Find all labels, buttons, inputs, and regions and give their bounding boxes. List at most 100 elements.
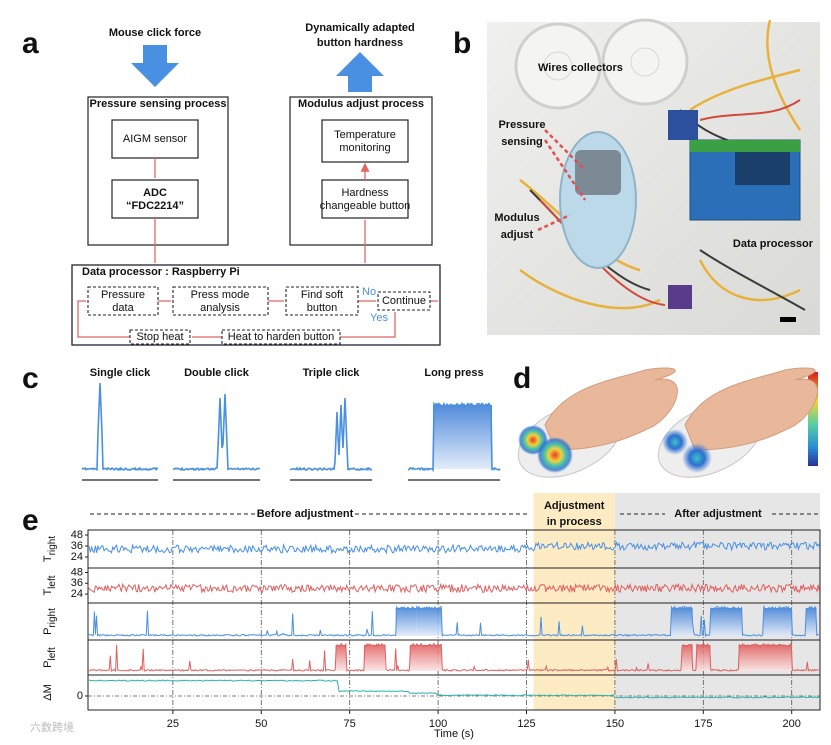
modulus-box: [289, 96, 433, 246]
panel-e: e Before adjustment After adjustment Adjus…: [22, 493, 821, 740]
step-text: Heat to harden button: [228, 331, 334, 343]
step-text: data: [112, 302, 134, 314]
hand: [684, 367, 818, 451]
hand-on-mouse: [517, 367, 678, 478]
signal: [87, 679, 821, 699]
sensing-box: [87, 96, 229, 246]
sensor-board: [668, 285, 692, 309]
y-tick-label: 0: [77, 690, 83, 702]
plateau-fill: [696, 645, 711, 671]
panel-letter: c: [22, 362, 39, 395]
signal: [81, 382, 159, 472]
plateau-fill: [682, 645, 693, 671]
sensor-box: [111, 119, 199, 159]
signal: [87, 604, 819, 638]
board-header: [690, 140, 800, 152]
mode-title: Double click: [184, 367, 250, 379]
heat-spot: [662, 429, 688, 455]
board-chip: [735, 150, 790, 185]
phase-label: Adjustment: [544, 500, 605, 512]
row-label: Pright: [42, 608, 58, 635]
wire-collector: [543, 51, 573, 81]
box-text: “FDC2214”: [126, 200, 184, 212]
x-tick-label: 200: [783, 718, 801, 730]
arrow-down: [131, 45, 179, 87]
branch-label: No: [362, 286, 376, 298]
photo-label: sensing: [501, 136, 543, 148]
panel-d: d: [513, 362, 818, 478]
y-tick-label: 36: [71, 540, 83, 552]
wire-collector: [630, 47, 660, 77]
panel-letter: b: [453, 27, 471, 60]
plateau-fill: [335, 645, 347, 671]
plateau-fill: [409, 645, 442, 671]
panel-letter: d: [513, 362, 531, 395]
x-tick-label: 175: [694, 718, 712, 730]
step-text: button: [307, 302, 338, 314]
signal: [289, 397, 373, 472]
adc-box: [111, 179, 199, 219]
x-tick-label: 150: [606, 718, 624, 730]
panel-letter: a: [22, 27, 39, 60]
step-text: Find soft: [301, 289, 343, 301]
panel-b: b Wires collectors Data processor Pressu…: [453, 18, 820, 335]
box-text: Temperature: [334, 129, 396, 141]
plateau-fill: [671, 608, 693, 636]
connector: [154, 158, 365, 263]
step-text: Press mode: [191, 289, 250, 301]
photo-label: Data processor: [733, 238, 814, 250]
box-title: Pressure sensing process: [90, 98, 227, 110]
y-tick-label: 36: [71, 577, 83, 589]
panel-c: c Single click Double click Triple click Lo…: [22, 362, 501, 481]
x-tick-label: 125: [517, 718, 535, 730]
photo-label: Wires collectors: [538, 62, 623, 74]
row-frame: [87, 674, 821, 711]
signal: [407, 401, 501, 473]
panel-a: a Mouse click force Dynamically adapted b…: [22, 22, 441, 346]
signal: [88, 642, 819, 673]
step-text: analysis: [200, 302, 240, 314]
scale-bar: [780, 317, 796, 322]
phase-label: After adjustment: [674, 508, 762, 520]
output-label: button hardness: [317, 37, 403, 49]
step-box: [129, 329, 191, 345]
output-label: Dynamically adapted: [305, 22, 414, 34]
phase-label: in process: [547, 516, 602, 528]
box-title: Data processor : Raspberry Pi: [82, 266, 240, 278]
plateau-fill: [433, 405, 492, 469]
step-text: Stop heat: [136, 331, 183, 343]
panel-letter: e: [22, 504, 39, 537]
y-tick-label: 24: [71, 551, 83, 563]
mouse-button: [575, 150, 621, 195]
photo-label: Modulus: [494, 212, 539, 224]
pointer: [537, 129, 587, 232]
x-tick-label: 25: [167, 718, 179, 730]
x-axis-title: Time (s): [434, 728, 474, 740]
mode-title: Long press: [424, 367, 483, 379]
box-text: changeable button: [320, 200, 411, 212]
plateau-fill: [395, 608, 417, 636]
row-label: Tleft: [42, 575, 58, 595]
signal: [87, 582, 820, 594]
step-box: [221, 329, 341, 345]
box-title: Modulus adjust process: [298, 98, 424, 110]
sensor-board: [668, 110, 698, 140]
step-box: [285, 286, 359, 316]
arrow-up: [336, 52, 384, 92]
step-text: Pressure: [101, 289, 145, 301]
monitor-box: [321, 119, 409, 163]
phase-label: Before adjustment: [257, 508, 354, 520]
x-tick-label: 50: [255, 718, 267, 730]
box-text: Hardness: [341, 187, 389, 199]
plateau-fill: [710, 608, 743, 636]
photo-label: Pressure: [498, 119, 545, 131]
step-text: Continue: [382, 295, 426, 307]
heat-spot: [682, 443, 712, 473]
button-box: [321, 179, 409, 219]
row-label: Pleft: [42, 647, 58, 668]
mode-title: Triple click: [303, 367, 361, 379]
hand: [544, 367, 678, 451]
y-tick-label: 48: [71, 566, 83, 578]
mode-title: Single click: [90, 367, 151, 379]
